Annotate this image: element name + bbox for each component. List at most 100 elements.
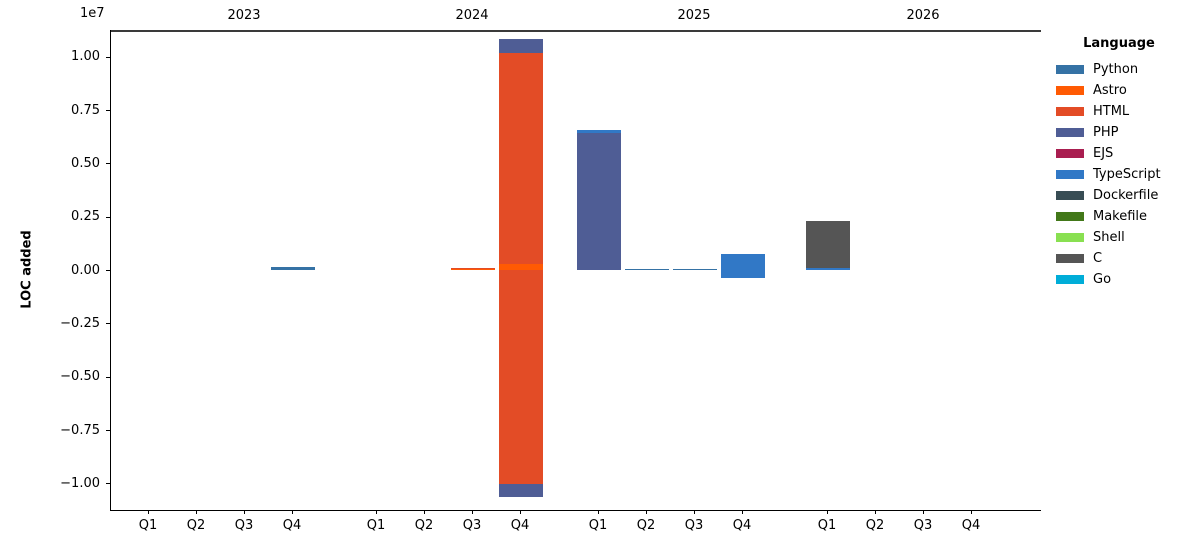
legend-item-label: TypeScript bbox=[1093, 167, 1161, 182]
y-tick-mark bbox=[106, 483, 110, 485]
legend-color-swatch bbox=[1056, 275, 1084, 284]
legend-item-go: Go bbox=[1056, 269, 1178, 290]
x-tick-mark bbox=[472, 510, 473, 514]
x-tick-mark bbox=[292, 510, 293, 514]
legend-item-label: PHP bbox=[1093, 125, 1119, 140]
y-tick-label: −1.00 bbox=[60, 475, 100, 491]
y-axis-title: LOC added bbox=[19, 230, 35, 309]
x-tick-label: Q2 bbox=[865, 518, 885, 533]
legend-color-swatch bbox=[1056, 233, 1084, 242]
x-tick-mark bbox=[827, 510, 828, 514]
x-tick-label: Q1 bbox=[817, 518, 837, 533]
x-tick-label: Q3 bbox=[234, 518, 254, 533]
legend-color-swatch bbox=[1056, 107, 1084, 116]
legend-color-swatch bbox=[1056, 86, 1084, 95]
y-tick-label: 0.00 bbox=[71, 262, 100, 278]
y-axis-offset-label: 1e7 bbox=[80, 6, 105, 21]
x-tick-label: Q3 bbox=[462, 518, 482, 533]
legend-item-astro: Astro bbox=[1056, 80, 1178, 101]
bar-segment-c bbox=[806, 220, 850, 269]
y-tick-label: 0.25 bbox=[71, 209, 100, 225]
bar-segment-html bbox=[499, 270, 543, 484]
y-tick-mark bbox=[106, 163, 110, 165]
y-tick-mark bbox=[106, 430, 110, 431]
legend-item-python: Python bbox=[1056, 59, 1178, 80]
x-tick-mark bbox=[244, 510, 245, 514]
legend-item-label: Shell bbox=[1093, 230, 1125, 245]
legend-color-swatch bbox=[1056, 128, 1084, 137]
bar-segment-python bbox=[673, 268, 717, 270]
y-tick-label: 0.75 bbox=[71, 102, 100, 118]
legend-item-c: C bbox=[1056, 248, 1178, 269]
legend-color-swatch bbox=[1056, 254, 1084, 263]
y-tick-mark bbox=[106, 56, 110, 58]
legend-item-label: Go bbox=[1093, 272, 1112, 287]
x-tick-mark bbox=[148, 510, 149, 514]
plot-area bbox=[110, 30, 1041, 511]
x-tick-label: Q4 bbox=[732, 518, 752, 533]
y-tick-label: 1.00 bbox=[71, 49, 100, 65]
legend-item-label: EJS bbox=[1093, 146, 1114, 161]
legend-item-label: Dockerfile bbox=[1093, 188, 1159, 203]
x-tick-label: Q3 bbox=[684, 518, 704, 533]
bar-segment-php bbox=[499, 38, 543, 54]
zero-baseline bbox=[111, 30, 1041, 32]
legend-item-typescript: TypeScript bbox=[1056, 164, 1178, 185]
legend-item-label: C bbox=[1093, 251, 1103, 266]
legend-item-shell: Shell bbox=[1056, 227, 1178, 248]
legend-item-php: PHP bbox=[1056, 122, 1178, 143]
y-tick-mark bbox=[106, 376, 110, 378]
x-tick-label: Q2 bbox=[636, 518, 656, 533]
legend-item-label: Makefile bbox=[1093, 209, 1148, 224]
bar-segment-html bbox=[451, 267, 495, 270]
legend-color-swatch bbox=[1056, 149, 1084, 158]
bar-segment-python bbox=[271, 267, 315, 270]
bar-segment-php bbox=[577, 133, 621, 270]
legend-items: Python Astro HTML PHP EJS TypeScript Dockerfil… bbox=[1056, 59, 1178, 290]
legend-item-html: HTML bbox=[1056, 101, 1178, 122]
legend-item-dockerfile: Dockerfile bbox=[1056, 185, 1178, 206]
bar-segment-html bbox=[499, 53, 543, 265]
x-tick-mark bbox=[520, 510, 521, 514]
legend-color-swatch bbox=[1056, 65, 1084, 74]
x-tick-mark bbox=[598, 510, 599, 514]
y-tick-label: −0.75 bbox=[60, 422, 100, 438]
y-tick-label: −0.25 bbox=[60, 315, 100, 331]
x-tick-label: Q4 bbox=[282, 518, 302, 533]
bar-segment-astro bbox=[499, 264, 543, 270]
x-tick-mark bbox=[742, 510, 743, 514]
legend-item-label: HTML bbox=[1093, 104, 1130, 119]
x-tick-label: Q4 bbox=[961, 518, 981, 533]
x-tick-mark bbox=[646, 510, 647, 514]
legend-item-makefile: Makefile bbox=[1056, 206, 1178, 227]
y-tick-mark bbox=[106, 110, 110, 111]
year-label: 2025 bbox=[677, 8, 711, 23]
bar-segment-astro bbox=[451, 269, 495, 271]
year-label: 2023 bbox=[227, 8, 261, 23]
x-tick-label: Q2 bbox=[414, 518, 434, 533]
y-tick-label: 0.50 bbox=[71, 155, 100, 171]
x-tick-mark bbox=[196, 510, 197, 514]
bar-segment-typescript bbox=[577, 130, 621, 134]
legend-title: Language bbox=[1083, 36, 1155, 51]
y-tick-mark bbox=[106, 270, 110, 271]
x-tick-mark bbox=[376, 510, 377, 514]
x-tick-label: Q3 bbox=[913, 518, 933, 533]
x-tick-mark bbox=[875, 510, 876, 514]
x-tick-mark bbox=[971, 510, 972, 514]
bar-segment-typescript bbox=[721, 270, 765, 278]
x-tick-label: Q2 bbox=[186, 518, 206, 533]
legend-item-label: Astro bbox=[1093, 83, 1127, 98]
x-tick-label: Q1 bbox=[366, 518, 386, 533]
legend-color-swatch bbox=[1056, 212, 1084, 221]
bar-segment-python bbox=[625, 269, 669, 271]
year-label: 2026 bbox=[906, 8, 940, 23]
bar-segment-php bbox=[499, 483, 543, 497]
year-label: 2024 bbox=[455, 8, 489, 23]
legend-item-label: Python bbox=[1093, 62, 1139, 77]
legend-color-swatch bbox=[1056, 170, 1084, 179]
bar-segment-typescript bbox=[806, 268, 850, 270]
legend-item-ejs: EJS bbox=[1056, 143, 1178, 164]
x-tick-mark bbox=[923, 510, 924, 514]
